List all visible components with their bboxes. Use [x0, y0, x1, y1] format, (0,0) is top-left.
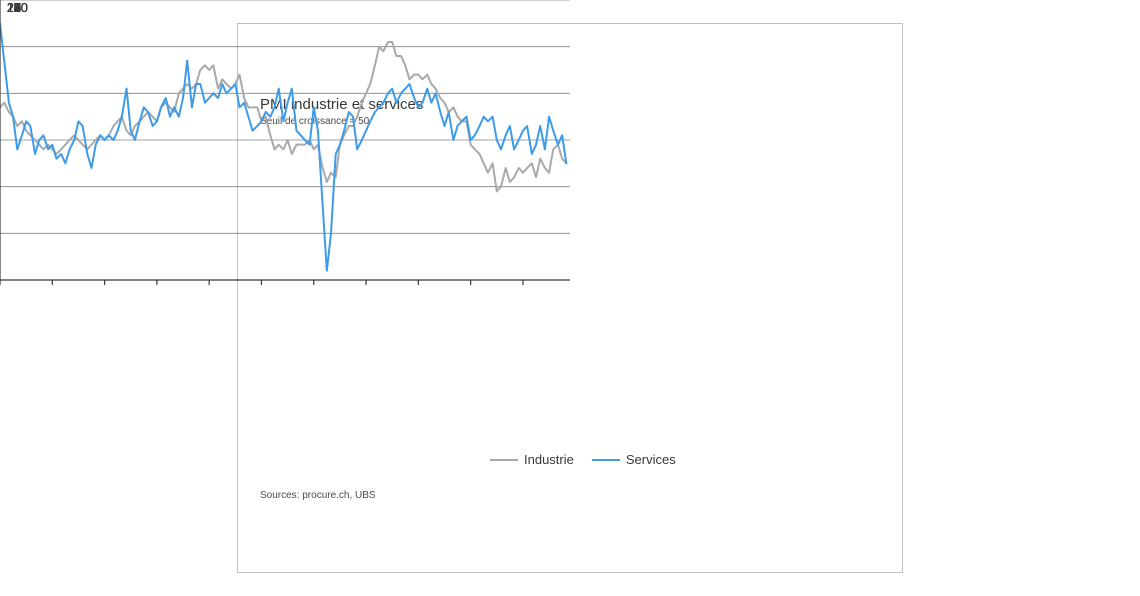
x-tick-label: 24 — [0, 0, 28, 15]
legend-item-services: Services — [592, 452, 676, 467]
legend: Industrie Services — [490, 452, 676, 467]
legend-swatch-services — [592, 459, 620, 461]
line-chart — [0, 0, 570, 280]
legend-label-services: Services — [626, 452, 676, 467]
legend-item-industrie: Industrie — [490, 452, 574, 467]
legend-label-industrie: Industrie — [524, 452, 574, 467]
chart-source: Sources: procure.ch, UBS — [260, 490, 376, 501]
legend-swatch-industrie — [490, 459, 518, 461]
